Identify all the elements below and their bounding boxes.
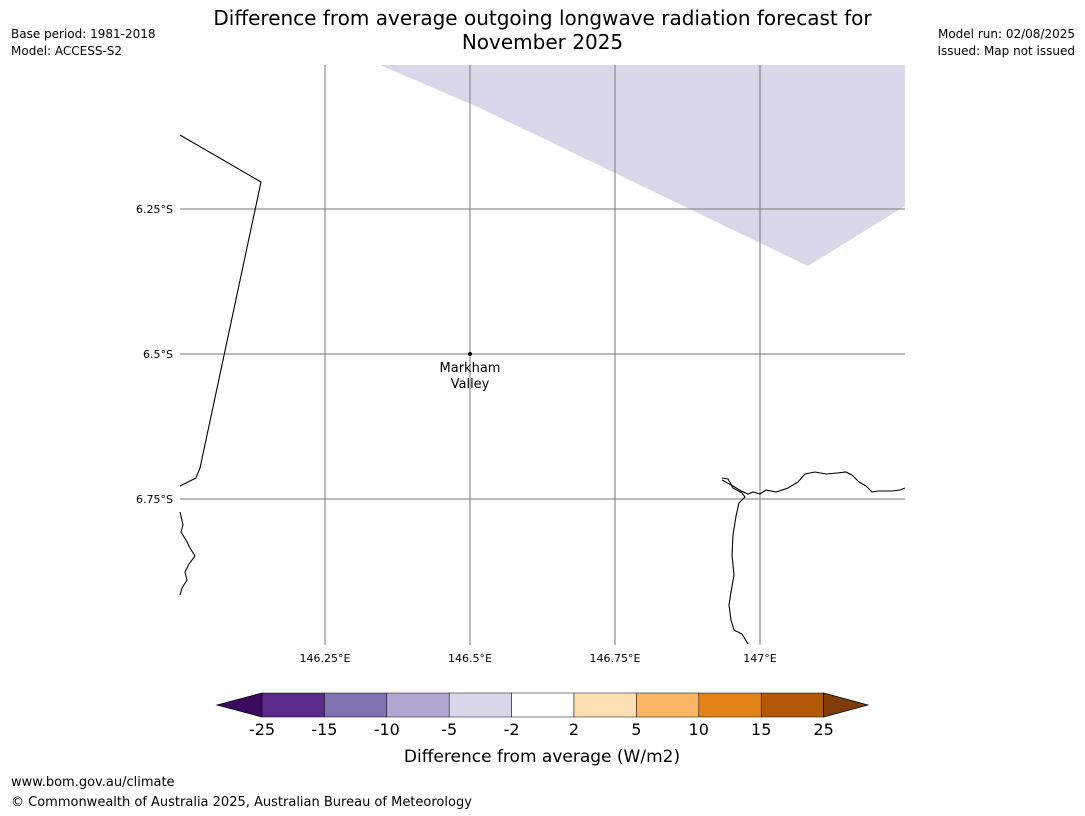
- footer-copyright: © Commonwealth of Australia 2025, Austra…: [11, 795, 472, 810]
- colorbar-swatch: [386, 692, 450, 718]
- colorbar-swatch: [448, 692, 512, 718]
- colorbar-tick: 10: [689, 720, 709, 739]
- east-coastline: [721, 477, 749, 645]
- issued-status: Issued: Map not issued: [937, 44, 1075, 58]
- title-line-2: November 2025: [461, 30, 624, 54]
- colorbar-tick: -10: [374, 720, 400, 739]
- coastlines: [179, 134, 906, 645]
- colorbar-tick: 5: [631, 720, 641, 739]
- colorbar-swatch: [573, 692, 637, 718]
- colorbar-tick: 25: [813, 720, 833, 739]
- meta-right: Model run: 02/08/2025 Issued: Map not is…: [937, 26, 1075, 60]
- model-run: Model run: 02/08/2025: [937, 27, 1075, 41]
- colorbar-high-extend: [823, 692, 870, 718]
- colorbar-swatch: [636, 692, 700, 718]
- map-title: Difference from average outgoing longwav…: [0, 6, 1085, 54]
- footer-url[interactable]: www.bom.gov.au/climate: [11, 775, 175, 790]
- colorbar-tick: 15: [751, 720, 771, 739]
- base-period: Base period: 1981-2018: [11, 27, 156, 41]
- colorbar-tick: -5: [441, 720, 457, 739]
- meta-left: Base period: 1981-2018 Model: ACCESS-S2: [11, 26, 156, 60]
- lat-label: 6.75°S: [136, 493, 173, 506]
- title-line-1: Difference from average outgoing longwav…: [213, 6, 872, 30]
- lon-label: 146.75°E: [590, 652, 641, 665]
- lon-label: 146.25°E: [300, 652, 351, 665]
- colorbar-swatch: [760, 692, 824, 718]
- west-coastline: [179, 511, 196, 596]
- north-coastline: [721, 471, 906, 495]
- colorbar-tick: -25: [249, 720, 275, 739]
- place-label-line-2: Valley: [451, 377, 490, 392]
- graticule: [180, 65, 905, 645]
- model-name: Model: ACCESS-S2: [11, 44, 123, 58]
- lat-label: 6.5°S: [143, 348, 173, 361]
- colorbar-tick: -2: [504, 720, 520, 739]
- lon-label: 146.5°E: [448, 652, 492, 665]
- colorbar-swatch: [261, 692, 325, 718]
- colorbar-swatch: [511, 692, 575, 718]
- colorbar-title: Difference from average (W/m2): [404, 747, 680, 767]
- border-line: [179, 134, 262, 487]
- colorbar: -25 -15 -10 -5 -2 2 5 10 15 25 Differenc…: [215, 692, 870, 767]
- place-marker: [468, 352, 472, 356]
- colorbar-tick: 2: [569, 720, 579, 739]
- lon-label: 147°E: [743, 652, 776, 665]
- colorbar-swatch: [698, 692, 762, 718]
- colorbar-tick: -15: [311, 720, 337, 739]
- colorbar-low-extend: [215, 692, 263, 718]
- colorbar-swatch: [324, 692, 388, 718]
- lat-label: 6.25°S: [136, 203, 173, 216]
- anomaly-region: [380, 65, 905, 266]
- place-label-line-1: Markham: [440, 361, 501, 376]
